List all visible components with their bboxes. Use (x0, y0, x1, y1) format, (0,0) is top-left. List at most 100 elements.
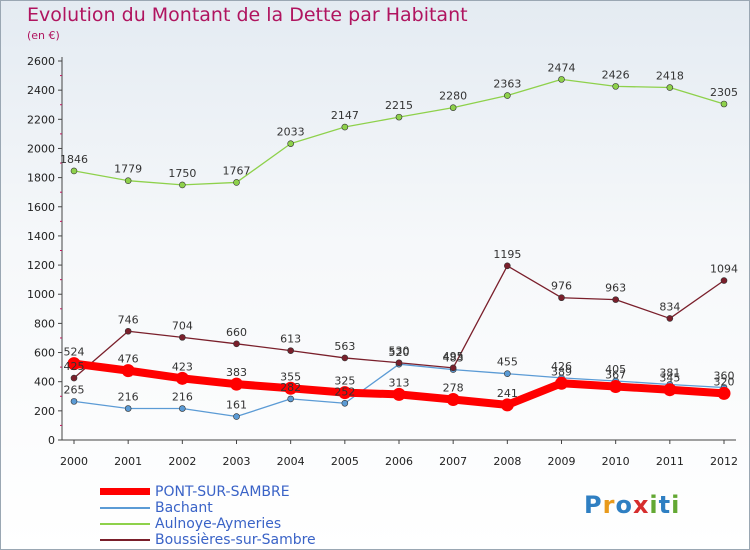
data-label-pont-sur-sambre: 313 (389, 376, 410, 389)
data-label-boussi-res-sur-sambre: 563 (334, 340, 355, 353)
data-point-boussi-res-sur-sambre (558, 294, 565, 302)
data-label-pont-sur-sambre: 241 (497, 387, 518, 400)
data-point-bachant (233, 413, 240, 420)
y-tick-label: 1600 (27, 201, 55, 214)
data-point-bachant (179, 405, 186, 412)
data-label-bachant: 282 (280, 381, 301, 394)
data-point-boussi-res-sur-sambre (395, 359, 403, 367)
y-tick-label: 800 (34, 317, 55, 330)
data-label-aulnoye-aymeries: 1779 (114, 163, 142, 176)
y-tick-label: 1400 (27, 230, 55, 243)
data-point-bachant (504, 370, 511, 377)
data-label-boussi-res-sur-sambre: 530 (389, 345, 410, 358)
data-point-aulnoye-aymeries (287, 140, 294, 147)
data-label-boussi-res-sur-sambre: 1195 (493, 248, 521, 261)
y-tick-label: 600 (34, 347, 55, 360)
data-label-boussi-res-sur-sambre: 613 (280, 333, 301, 346)
legend-label-pont-sur-sambre: PONT-SUR-SAMBRE (155, 484, 290, 500)
data-point-pont-sur-sambre (500, 398, 514, 412)
x-tick-label: 2012 (710, 455, 738, 468)
data-label-pont-sur-sambre: 476 (118, 353, 139, 366)
x-tick-label: 2008 (493, 455, 521, 468)
y-tick-label: 400 (34, 376, 55, 389)
data-point-aulnoye-aymeries (179, 181, 186, 189)
proxiti-logo: Proxiti (584, 491, 680, 519)
data-point-pont-sur-sambre (284, 381, 298, 395)
data-point-pont-sur-sambre (338, 386, 352, 400)
data-point-pont-sur-sambre (175, 371, 189, 385)
logo-letter: t (658, 491, 672, 519)
x-tick-label: 2010 (602, 455, 630, 468)
data-label-aulnoye-aymeries: 2280 (439, 90, 467, 103)
data-label-boussi-res-sur-sambre: 425 (64, 360, 85, 373)
logo-letter: o (615, 491, 633, 519)
data-label-bachant: 455 (497, 356, 518, 369)
data-label-boussi-res-sur-sambre: 746 (118, 313, 139, 326)
data-label-pont-sur-sambre: 355 (280, 370, 301, 383)
data-label-pont-sur-sambre: 423 (172, 360, 193, 373)
data-label-pont-sur-sambre: 320 (714, 375, 735, 388)
data-label-aulnoye-aymeries: 1767 (223, 164, 251, 177)
data-label-pont-sur-sambre: 383 (226, 366, 247, 379)
legend-label-bachant: Bachant (155, 500, 213, 516)
y-tick-label: 1800 (27, 172, 55, 185)
data-point-boussi-res-sur-sambre (233, 340, 240, 348)
data-label-pont-sur-sambre: 367 (605, 369, 626, 382)
data-label-aulnoye-aymeries: 2363 (493, 78, 521, 91)
data-point-pont-sur-sambre (67, 357, 81, 371)
data-label-aulnoye-aymeries: 2033 (277, 126, 305, 139)
data-label-aulnoye-aymeries: 2426 (602, 68, 630, 81)
data-label-aulnoye-aymeries: 2215 (385, 99, 413, 112)
logo-letter: P (584, 491, 603, 519)
data-point-aulnoye-aymeries (666, 84, 674, 91)
data-point-pont-sur-sambre (555, 376, 568, 390)
data-point-aulnoye-aymeries (449, 104, 457, 111)
data-label-boussi-res-sur-sambre: 963 (605, 282, 626, 295)
y-tick-label: 2000 (27, 142, 55, 155)
data-label-boussi-res-sur-sambre: 976 (551, 280, 572, 293)
data-label-aulnoye-aymeries: 1750 (168, 167, 196, 180)
y-tick-label: 1200 (27, 259, 55, 272)
data-point-aulnoye-aymeries (233, 179, 240, 186)
data-label-bachant: 265 (64, 383, 85, 396)
data-point-bachant (124, 405, 132, 412)
y-tick-label: 0 (48, 434, 55, 447)
data-point-boussi-res-sur-sambre (179, 334, 186, 341)
data-point-pont-sur-sambre (230, 377, 243, 391)
data-point-aulnoye-aymeries (558, 76, 565, 83)
data-label-bachant: 381 (659, 366, 680, 379)
data-label-bachant: 520 (389, 346, 410, 359)
y-tick-label: 2200 (27, 113, 55, 126)
chart-unit: (en €) (27, 29, 60, 42)
y-tick-label: 200 (34, 405, 55, 418)
data-point-boussi-res-sur-sambre (124, 327, 132, 335)
data-point-boussi-res-sur-sambre (287, 347, 294, 354)
legend-swatch-boussieres-sur-sambre (100, 539, 150, 541)
data-point-boussi-res-sur-sambre (70, 374, 78, 382)
data-point-boussi-res-sur-sambre (666, 315, 674, 322)
data-point-aulnoye-aymeries (504, 92, 511, 99)
data-point-bachant (341, 399, 349, 407)
data-label-bachant: 405 (605, 363, 626, 376)
data-label-aulnoye-aymeries: 2418 (656, 70, 684, 83)
data-point-pont-sur-sambre (609, 380, 623, 394)
data-point-bachant (287, 395, 294, 403)
y-tick-label: 2600 (27, 55, 55, 68)
x-tick-label: 2003 (223, 455, 251, 468)
x-tick-label: 2005 (331, 455, 359, 468)
data-point-aulnoye-aymeries (612, 83, 619, 90)
data-point-pont-sur-sambre (121, 364, 135, 378)
data-point-aulnoye-aymeries (395, 113, 403, 121)
data-label-boussi-res-sur-sambre: 1094 (710, 263, 738, 276)
logo-letter: i (671, 491, 681, 519)
data-label-aulnoye-aymeries: 1846 (60, 153, 88, 166)
legend-swatch-aulnoye-aymeries (100, 523, 150, 525)
data-label-bachant: 161 (226, 399, 247, 412)
x-tick-label: 2006 (385, 455, 413, 468)
x-tick-label: 2001 (114, 455, 142, 468)
data-label-boussi-res-sur-sambre: 834 (659, 300, 680, 313)
y-tick-label: 2400 (27, 84, 55, 97)
x-tick-label: 2004 (277, 455, 305, 468)
data-point-boussi-res-sur-sambre (504, 262, 511, 270)
